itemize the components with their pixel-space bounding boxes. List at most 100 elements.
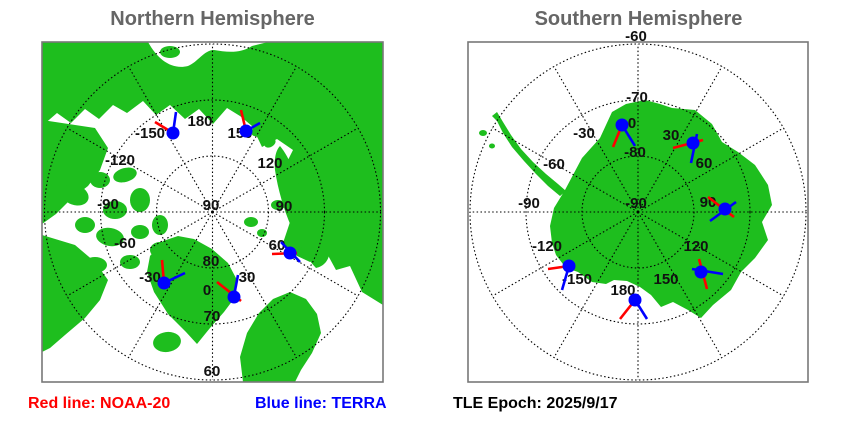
longitude-label: -150 [135,125,165,142]
legend-blue-line-terra: Blue line: TERRA [255,395,387,412]
longitude-label: -90 [97,196,119,213]
longitude-label: 0 [628,115,636,132]
island [103,201,127,219]
satellite-position-dot [562,259,576,273]
longitude-label: -150 [562,271,592,288]
island [90,172,110,188]
satellite-marker [154,111,180,140]
grid-labels: 180-150150-120120-9090-6060-303009080706… [97,113,292,380]
longitude-label: -60 [543,156,565,173]
island [264,138,276,148]
latitude-label: 60 [204,363,221,380]
longitude-label: 0 [203,282,211,299]
land-layer [42,42,383,382]
grid-labels: 0 30 60 90 120 150 180 -150-120 -90 -60 -30 -60 -70 -… [518,28,716,299]
longitude-label: -30 [573,125,595,142]
longitude-label: 180 [610,282,635,299]
island [61,184,89,206]
longitude-label: -120 [532,238,562,255]
latitude-circle [525,99,751,325]
satellite-marker [216,274,242,304]
latitude-label: 80 [203,253,220,270]
island [489,143,495,149]
longitude-label: 30 [663,127,680,144]
island [120,255,140,269]
latitude-label: 70 [204,308,221,325]
island [96,227,124,247]
latitude-label: -70 [626,89,648,106]
island [479,130,487,136]
latitude-label: 90 [203,197,220,214]
island [152,215,168,235]
meridian-line [492,127,639,213]
island [130,188,150,212]
satellite-position-dot [686,136,700,150]
meridian-line [492,211,639,297]
map-border [467,41,809,383]
legend-red-line-noaa20: Red line: NOAA-20 [28,395,171,412]
island [131,225,149,239]
satellite-position-dot [239,124,253,138]
meridian-line [637,211,723,358]
longitude-label: 90 [700,194,717,211]
legend-tle-epoch: TLE Epoch: 2025/9/17 [453,395,618,412]
satellite-marker [239,109,261,138]
latitude-label: -90 [625,195,647,212]
latitude-circle [99,99,326,325]
latitude-label: -80 [624,144,646,161]
island [75,217,95,233]
north-hemisphere-map: 180-150150-120120-9090-6060-303009080706… [41,41,384,383]
island [244,217,258,227]
satellite-markers [154,109,301,304]
meridian-line [212,211,359,297]
meridian-line [128,211,213,358]
longitude-label: 30 [239,269,256,286]
longitude-label: 60 [269,237,286,254]
island [153,331,181,353]
north-map-title: Northern Hemisphere [110,8,315,30]
meridian-line [637,66,723,213]
longitude-label: 180 [187,113,212,130]
satellite-position-dot [283,246,297,260]
island [58,246,82,264]
longitude-label: -60 [114,235,136,252]
satellite-marker [157,259,186,290]
island [160,46,180,58]
landmass [492,112,566,196]
island [113,167,137,183]
graticule-grid [43,43,382,381]
landmass [550,100,772,318]
meridian-line [66,127,213,213]
landmass [42,120,108,224]
landmass [274,146,330,268]
meridian-line [128,66,213,213]
meridian-line [637,211,784,297]
island [251,125,265,137]
satellite-position-dot [615,118,629,132]
island [83,257,107,273]
satellite-markers [547,118,737,320]
longitude-label: -30 [139,269,161,286]
satellite-position-dot [718,202,732,216]
satellite-position-dot [157,276,171,290]
meridian-line [212,211,297,358]
land-layer [479,100,772,318]
island [150,242,170,258]
satellite-marker [611,118,637,148]
satellite-position-dot [628,293,642,307]
meridian-line [553,211,639,358]
map-border [41,41,384,383]
longitude-label: 60 [696,155,713,172]
longitude-label: 90 [276,198,293,215]
satellite-position-dot [227,290,241,304]
longitude-label: 120 [683,238,708,255]
meridian-line [66,211,213,297]
satellite-marker [547,259,576,291]
satellite-marker [691,258,724,290]
longitude-label: -120 [105,152,135,169]
satellite-marker [271,241,301,263]
latitude-label: -60 [625,28,647,45]
satellite-marker [618,293,649,320]
longitude-label: 150 [653,271,678,288]
